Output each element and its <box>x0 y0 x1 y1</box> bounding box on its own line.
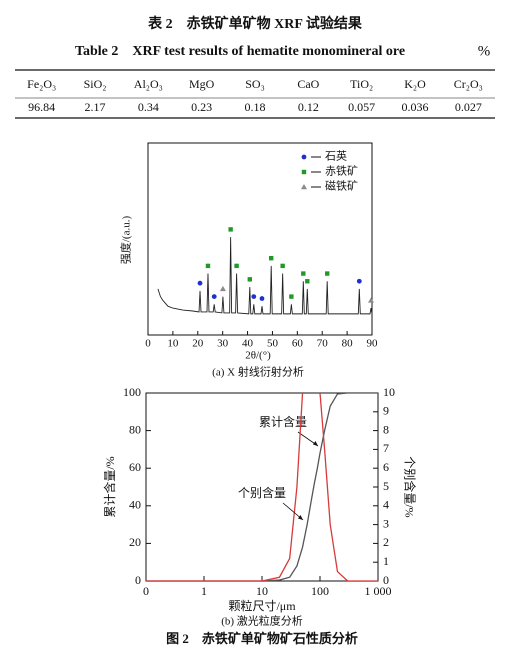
legend-swatch <box>301 154 307 160</box>
table-cell: 0.036 <box>402 100 429 114</box>
figure-caption: 图 2 赤铁矿单矿物矿石性质分析 <box>166 631 358 646</box>
table-unit: % <box>478 43 491 59</box>
y2-tick-label: 0 <box>383 573 389 587</box>
y-tick-label: 80 <box>129 422 141 436</box>
marker-hematite <box>280 263 285 269</box>
table-header-cell: SiO₂ <box>84 77 107 91</box>
table-header-cell: MgO <box>189 77 215 91</box>
table-header-cell: Fe₂O₃ <box>27 77 56 91</box>
marker-hematite <box>305 279 310 284</box>
y-tick-label: 20 <box>129 535 141 549</box>
annotation: 累计含量 <box>259 414 307 429</box>
x-axis-label: 颗粒尺寸/μm <box>228 598 296 613</box>
x-tick-label: 40 <box>242 338 254 350</box>
marker-quartz <box>251 294 257 299</box>
annotation: 个别含量 <box>238 485 286 500</box>
marker-hematite <box>228 227 233 232</box>
legend-label: 赤铁矿 <box>325 165 358 178</box>
legend-label: 磁铁矿 <box>325 180 358 193</box>
table-header-cell: SO₃ <box>245 77 265 91</box>
marker-hematite <box>247 277 252 282</box>
x-tick-label: 30 <box>217 338 229 350</box>
table-cell: 2.17 <box>85 100 106 114</box>
x-tick-label: 20 <box>192 338 204 350</box>
table-header-cell: CaO <box>297 77 319 91</box>
y-axis-label: 累计含量/% <box>102 456 117 517</box>
marker-quartz <box>356 278 362 284</box>
subfigure-caption: (a) X 射线衍射分析 <box>212 365 304 379</box>
y-tick-label: 60 <box>129 460 141 474</box>
marker-magnetite <box>219 285 226 292</box>
table-header-cell: Cr₂O₃ <box>454 77 483 91</box>
annotation-arrowhead <box>313 441 318 446</box>
legend-label: 石英 <box>325 149 347 163</box>
table-cell: 0.027 <box>455 100 482 114</box>
y2-tick-label: 2 <box>383 535 389 549</box>
x-tick-label: 1 <box>201 584 207 598</box>
marker-magnetite <box>368 297 375 303</box>
series-line <box>146 393 378 581</box>
series-line <box>146 393 378 581</box>
x-axis-label: 2θ/(°) <box>245 350 271 362</box>
y2-tick-label: 3 <box>383 516 389 530</box>
table-header-cell: Al₂O₃ <box>134 77 163 91</box>
x-tick-label: 10 <box>256 584 268 598</box>
x-tick-label: 100 <box>311 584 329 598</box>
marker-hematite <box>289 294 294 299</box>
y2-tick-label: 8 <box>383 422 389 436</box>
x-tick-label: 70 <box>317 338 329 350</box>
marker-quartz <box>197 280 203 286</box>
x-tick-label: 1 000 <box>365 584 392 598</box>
x-tick-label: 0 <box>143 584 149 598</box>
annotation-arrowhead <box>298 515 303 520</box>
xrd-pattern <box>157 237 373 315</box>
y2-tick-label: 9 <box>383 404 389 418</box>
y2-tick-label: 5 <box>383 479 389 493</box>
y2-tick-label: 10 <box>383 385 395 399</box>
table-cell: 0.18 <box>245 100 266 114</box>
x-tick-label: 10 <box>167 338 179 350</box>
table-cell: 0.23 <box>191 100 212 114</box>
table-caption-cn: 表 2 赤铁矿单矿物 XRF 试验结果 <box>147 15 363 32</box>
table-header-cell: TiO₂ <box>350 77 373 91</box>
y2-tick-label: 1 <box>383 554 389 568</box>
legend-swatch <box>301 184 307 190</box>
x-tick-label: 0 <box>145 338 151 350</box>
y-axis-label: 强度/(a.u.) <box>119 216 133 265</box>
y2-axis-label: 个别含量/% <box>402 456 417 517</box>
x-tick-label: 90 <box>367 338 379 350</box>
y2-tick-label: 7 <box>383 441 389 455</box>
legend-swatch <box>301 169 307 175</box>
subfigure-caption: (b) 激光粒度分析 <box>221 614 303 628</box>
marker-hematite <box>269 256 274 261</box>
y2-tick-label: 4 <box>383 498 389 512</box>
plot-frame <box>147 142 373 336</box>
marker-hematite <box>301 271 306 276</box>
marker-hematite <box>205 263 211 269</box>
table-cell: 96.84 <box>28 100 55 114</box>
marker-quartz <box>259 296 265 301</box>
y2-tick-label: 6 <box>383 460 389 474</box>
marker-hematite <box>234 263 239 269</box>
table-header-cell: K₂O <box>404 77 426 91</box>
table-cell: 0.057 <box>348 100 375 114</box>
x-tick-label: 80 <box>342 338 354 350</box>
table-cell: 0.34 <box>138 100 159 114</box>
marker-quartz <box>211 294 217 299</box>
table-caption-en: Table 2 XRF test results of hematite mon… <box>75 44 405 59</box>
table-cell: 0.12 <box>298 100 319 114</box>
y-tick-label: 0 <box>135 573 141 587</box>
y-tick-label: 100 <box>123 385 141 399</box>
marker-hematite <box>325 271 330 276</box>
x-tick-label: 60 <box>292 338 304 350</box>
y-tick-label: 40 <box>129 498 141 512</box>
x-tick-label: 50 <box>267 338 279 350</box>
